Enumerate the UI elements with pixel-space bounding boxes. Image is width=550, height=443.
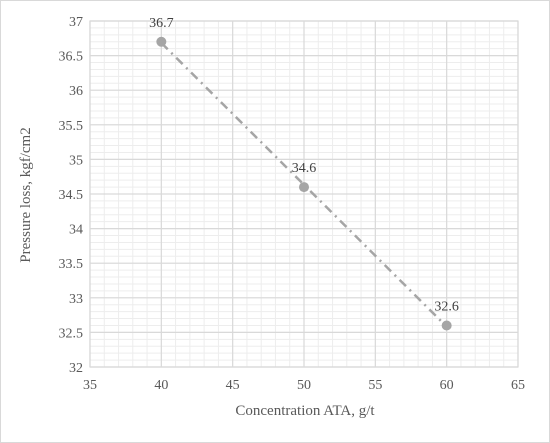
x-axis-title: Concentration ATA, g/t (235, 403, 375, 419)
y-tick-label: 36.5 (59, 50, 84, 65)
data-label: 32.6 (434, 299, 459, 314)
y-tick-label: 32.5 (59, 326, 84, 341)
x-tick-label: 35 (83, 378, 97, 393)
x-tick-label: 60 (440, 378, 454, 393)
y-tick-label: 34.5 (59, 188, 84, 203)
x-tick-label: 55 (368, 378, 382, 393)
y-tick-label: 36 (69, 84, 83, 99)
data-point (156, 36, 167, 47)
y-tick-label: 35.5 (59, 119, 84, 134)
trendline-group (160, 42, 448, 328)
plot-border (89, 20, 519, 368)
x-tick-label: 40 (154, 378, 168, 393)
y-axis-title: Pressure loss, kgf/cm2 (18, 127, 34, 262)
data-point (299, 182, 309, 193)
data-points (156, 36, 452, 331)
y-tick-label: 35 (69, 153, 83, 168)
major-grid (89, 20, 519, 368)
data-label: 34.6 (292, 161, 317, 176)
y-tick-label: 34 (69, 223, 83, 238)
x-tick-label: 45 (226, 378, 240, 393)
data-labels: 36.7 34.6 32.6 (149, 16, 459, 315)
x-tick-label: 50 (297, 378, 311, 393)
y-tick-labels: 32 32.5 33 33.5 34 34.5 35 35.5 36 36.5 37 (59, 15, 84, 376)
x-tick-label: 65 (511, 378, 525, 393)
x-tick-labels: 35 40 45 50 55 60 65 (83, 378, 525, 393)
y-tick-label: 37 (69, 15, 83, 30)
data-label: 36.7 (149, 16, 174, 31)
y-tick-label: 32 (69, 361, 83, 376)
y-tick-label: 33 (69, 292, 83, 307)
trendline (160, 42, 448, 328)
y-tick-label: 33.5 (59, 257, 84, 272)
plot-area-border (89, 20, 519, 368)
data-point (441, 320, 452, 331)
